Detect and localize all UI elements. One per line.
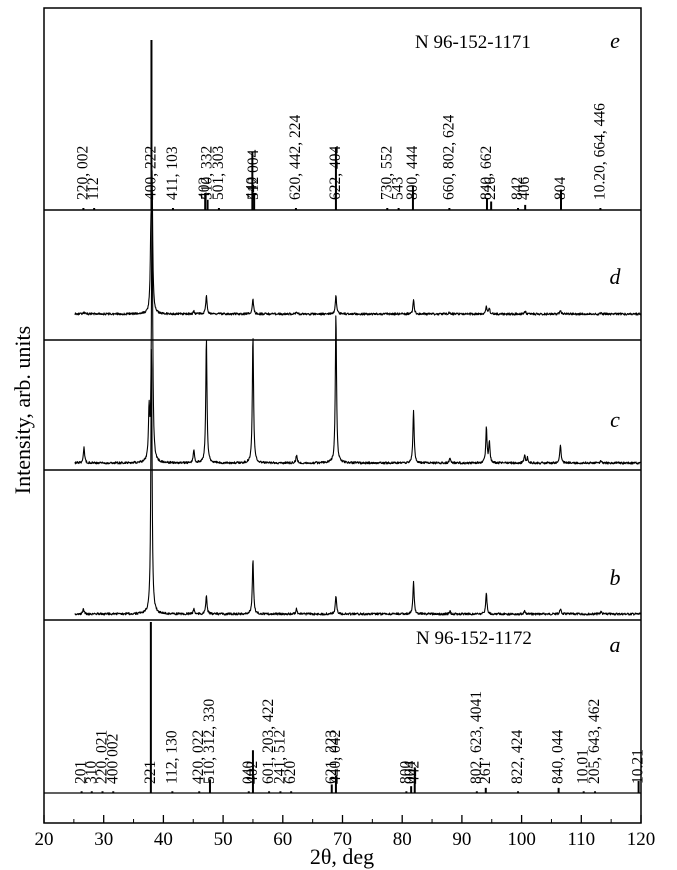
diffraction-pattern-d — [74, 170, 642, 316]
reflection-label: 804 — [552, 177, 569, 201]
x-tick-label: 90 — [452, 829, 471, 850]
reflection-label: 601, 203, 422 — [260, 699, 277, 784]
diffraction-pattern-c — [74, 192, 642, 465]
reflection-label: 800 — [397, 761, 414, 785]
panel-letter-c: c — [610, 407, 620, 432]
x-tick-label: 120 — [627, 829, 656, 850]
reflection-label: 221 — [142, 761, 159, 784]
reflection-label: 10.20, 664, 446 — [591, 103, 608, 200]
panel-letter-d: d — [610, 264, 622, 289]
x-tick-label: 60 — [273, 829, 292, 850]
reflection-label: 660, 802, 624 — [440, 115, 457, 201]
reference-card-id: N 96-152-1171 — [415, 32, 531, 53]
reflection-label: 402 — [196, 177, 213, 200]
reflection-label: 440, 042 — [327, 730, 344, 784]
panel-c: c — [44, 192, 642, 471]
reflection-label: 840, 662 — [478, 146, 495, 200]
reflection-label: 510, 332 — [199, 146, 216, 200]
x-tick-label: 100 — [507, 829, 536, 850]
reflection-label: 112, 130 — [163, 730, 180, 784]
reflection-label: 620 — [282, 761, 299, 785]
reflection-label: 406 — [516, 177, 533, 201]
reflection-label: 241, 512 — [271, 730, 288, 784]
reflection-label: 420, 022 — [190, 730, 207, 784]
reflection-label: 622, 404 — [327, 146, 344, 201]
x-tick-label: 80 — [393, 829, 412, 850]
reflection-label: 400, 222 — [142, 146, 159, 200]
reflection-label: 10.01 — [575, 749, 592, 784]
reflection-label: 112 — [85, 177, 102, 200]
x-axis-ticks: 20 30 40 50 60 70 80 90 100 110 120 — [35, 815, 656, 850]
x-tick-label: 70 — [333, 829, 352, 850]
reflection-label: 220, 002 — [74, 146, 91, 200]
x-tick-label: 40 — [154, 829, 173, 850]
reflection-label: 501, 303 — [210, 146, 227, 201]
reflection-label: 402 — [244, 761, 261, 784]
panel-letter-b: b — [610, 565, 621, 590]
reflection-label: 822, 424 — [509, 730, 526, 785]
reflection-label: 543 — [390, 177, 407, 201]
reflection-label: 442 — [406, 761, 423, 784]
reflection-label: 261 — [477, 761, 494, 784]
panel-letter-e: e — [610, 28, 620, 53]
reflection-label: 226 — [482, 177, 499, 201]
reflection-label: 842 — [509, 177, 526, 200]
reflection-label: 800, 444 — [404, 146, 421, 201]
x-tick-label: 20 — [35, 829, 54, 850]
reflection-label: 620, 442, 224 — [287, 115, 304, 201]
reflection-label: 512 004 — [245, 149, 262, 200]
reflection-label: 310 — [83, 761, 100, 785]
plot-frame — [43, 7, 642, 824]
x-tick-label: 30 — [94, 829, 113, 850]
panel-b: b — [44, 348, 642, 621]
reflection-label: 621, 223 — [323, 730, 340, 785]
reflection-label: 220, 021 — [94, 730, 111, 784]
diffraction-pattern-b — [74, 348, 642, 616]
x-tick-label: 110 — [567, 829, 595, 850]
x-axis-title: 2θ, deg — [310, 844, 374, 869]
reflection-label: 440 — [243, 177, 260, 201]
panel-letter-a: a — [610, 632, 621, 657]
x-tick-label: 50 — [214, 829, 233, 850]
reflection-label: 10.21 — [630, 749, 647, 784]
reflection-label: 205, 643, 462 — [586, 699, 603, 784]
panel-d: d — [44, 170, 642, 341]
reflection-label: 201 — [73, 761, 90, 784]
reflection-label: 730, 552 — [378, 146, 395, 200]
reflection-label: 510, 312, 330 — [201, 699, 218, 785]
reference-card-id: N 96-152-1172 — [416, 628, 532, 649]
reflection-label: 411, 103 — [164, 146, 181, 200]
reflection-label: 400 002 — [104, 734, 121, 784]
y-axis-title: Intensity, arb. units — [10, 326, 35, 494]
reflection-label: 802, 623, 4041 — [468, 691, 485, 784]
reflection-label: 840, 044 — [550, 730, 567, 785]
